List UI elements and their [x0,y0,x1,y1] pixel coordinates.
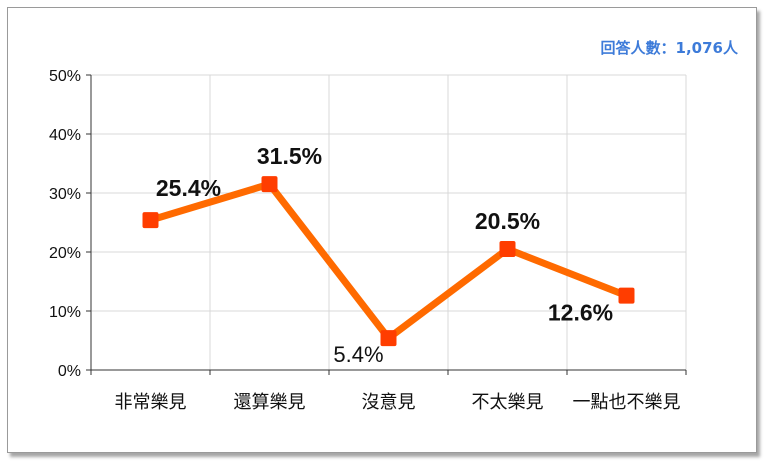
data-point-marker [142,212,159,229]
y-tick-label: 20% [49,245,81,262]
data-point-marker [499,241,516,258]
data-label: 5.4% [333,342,383,367]
data-label: 20.5% [475,208,540,234]
x-category-label: 一點也不樂見 [573,392,681,413]
data-label: 31.5% [257,143,322,169]
y-tick-label: 0% [58,363,81,380]
x-category-label: 非常樂見 [115,392,187,413]
data-point-marker [380,330,397,347]
chart-frame [7,7,757,453]
data-point-marker [618,287,635,304]
data-label: 12.6% [548,300,613,326]
x-category-label: 不太樂見 [472,392,544,413]
data-label: 25.4% [156,175,221,201]
y-tick-label: 10% [49,304,81,321]
respondent-count-note: 回答人數：1,076人 [600,39,738,57]
x-category-label: 沒意見 [362,392,416,413]
y-tick-label: 50% [49,68,81,85]
y-tick-label: 30% [49,186,81,203]
data-point-marker [261,176,278,193]
x-category-label: 還算樂見 [234,392,306,413]
y-tick-label: 40% [49,127,81,144]
